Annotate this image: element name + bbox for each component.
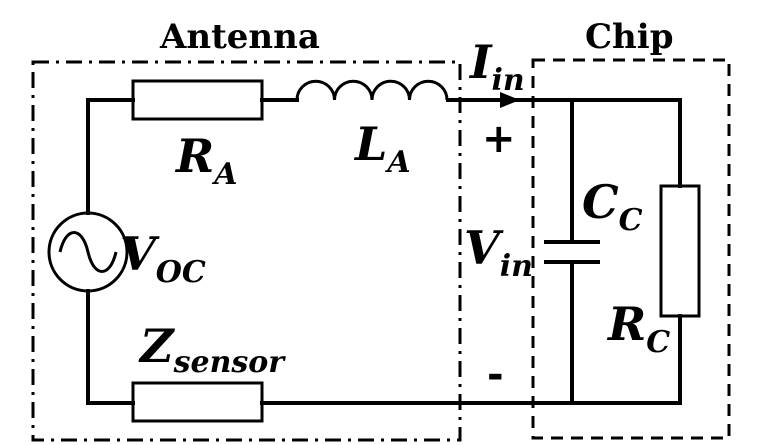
current-arrow-icon (500, 92, 520, 108)
inductor-la (295, 79, 449, 101)
label-l-a: LA (353, 117, 411, 180)
label-v-in: Vin (464, 221, 533, 284)
resistor-ra (131, 79, 264, 121)
chip-title: Chip (585, 17, 673, 57)
zsensor-resistor (131, 381, 264, 423)
voltage-plus-sign: + (482, 116, 516, 162)
antenna-title: Antenna (159, 17, 320, 57)
label-c-c: CC (582, 175, 643, 238)
chip-block-outline (531, 58, 731, 440)
ac-voltage-source (47, 211, 129, 293)
label-r-a: RA (174, 129, 238, 192)
label-z-sensor: Zsensor (138, 319, 286, 380)
ac-source-sine-icon (58, 231, 118, 273)
voltage-minus-sign: - (487, 352, 504, 398)
label-r-c: RC (606, 297, 670, 360)
resistor-rc (659, 184, 701, 318)
label-v-oc: VOC (120, 227, 206, 290)
label-i-in: Iin (468, 35, 525, 98)
antenna-block-outline (31, 60, 462, 442)
